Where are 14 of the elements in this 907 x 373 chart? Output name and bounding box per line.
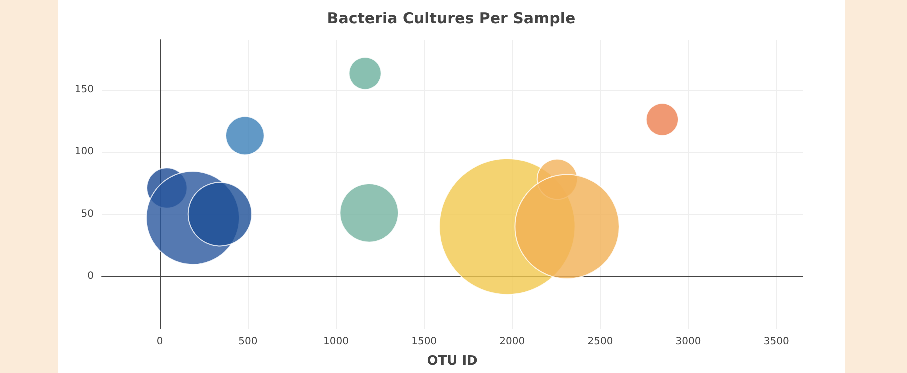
x-tick-label: 0 [156, 336, 164, 348]
x-tick-label: 500 [238, 336, 258, 348]
x-tick-label: 1500 [412, 336, 438, 348]
chart-title: Bacteria Cultures Per Sample [327, 10, 576, 28]
x-tick-label: 3000 [676, 336, 702, 348]
x-tick-label: 1000 [324, 336, 349, 348]
y-tick-label: 150 [74, 84, 94, 96]
x-tick-label: 2000 [500, 336, 526, 348]
x-axis-title: OTU ID [427, 354, 478, 369]
y-tick-label: 0 [88, 271, 94, 282]
x-tick-label: 2500 [588, 336, 614, 348]
y-tick-label: 100 [74, 146, 94, 158]
y-tick-label: 50 [81, 208, 94, 220]
x-tick-label: 3500 [764, 336, 790, 348]
